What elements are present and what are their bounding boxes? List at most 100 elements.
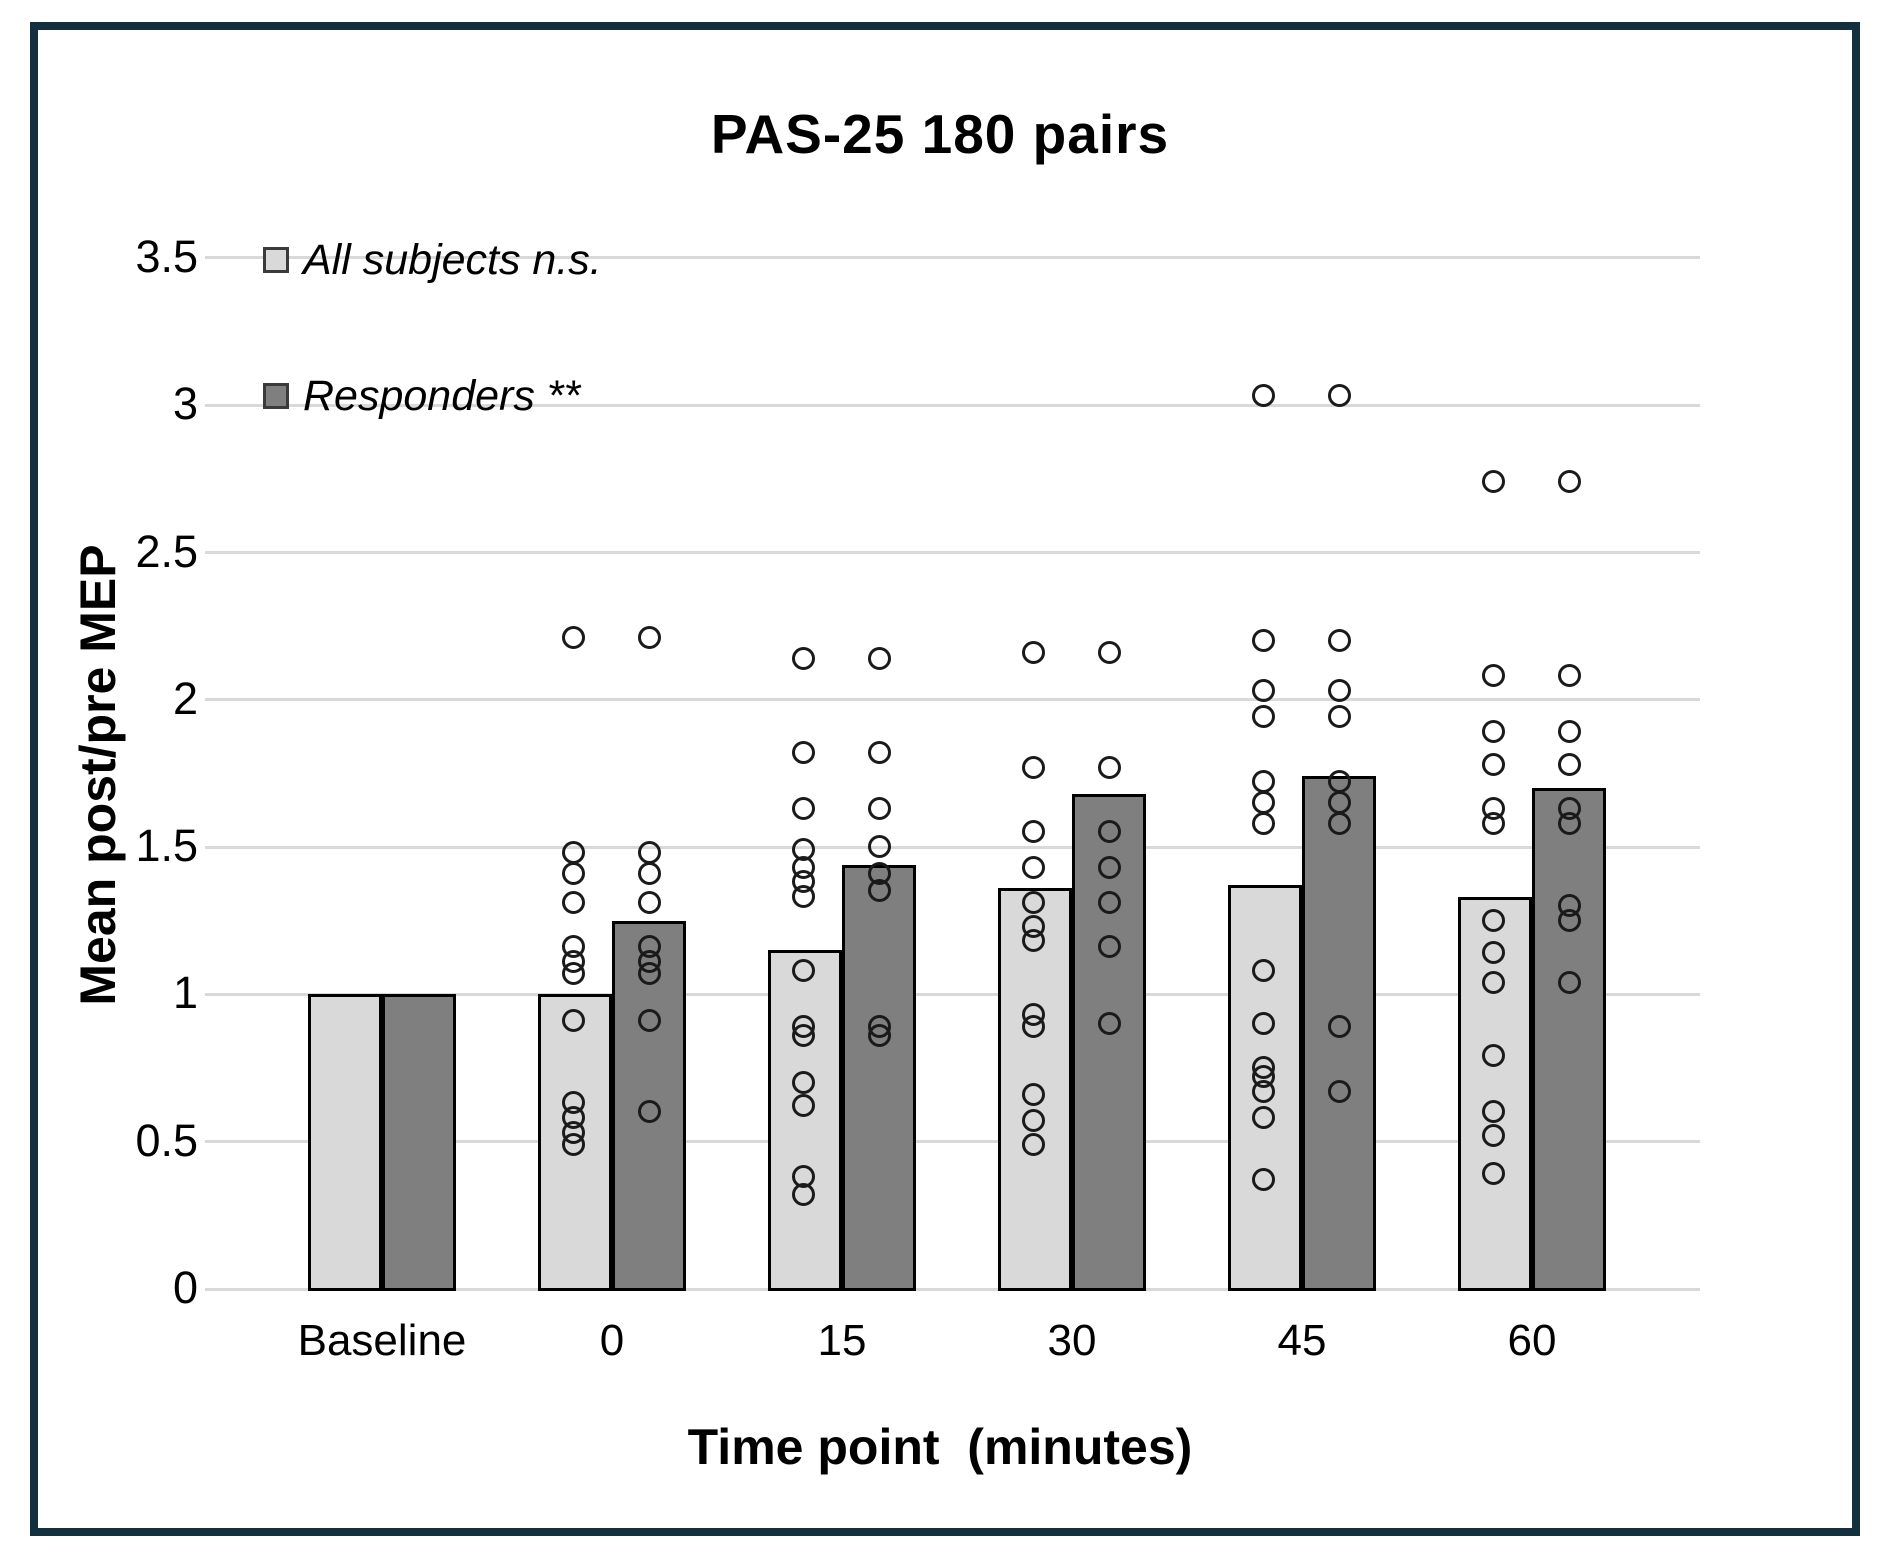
data-point bbox=[868, 796, 891, 820]
data-point bbox=[868, 835, 891, 859]
data-point bbox=[792, 885, 815, 909]
data-point bbox=[792, 646, 815, 670]
data-point bbox=[1098, 855, 1121, 879]
data-point bbox=[1328, 384, 1351, 408]
data-point bbox=[1558, 469, 1581, 493]
legend-swatch-responders bbox=[263, 383, 289, 409]
y-tick-label: 1.5 bbox=[135, 820, 198, 872]
data-point bbox=[1252, 384, 1275, 408]
y-gridline bbox=[205, 256, 1700, 260]
y-gridline bbox=[205, 1287, 1700, 1291]
data-point bbox=[1482, 1123, 1505, 1147]
data-point bbox=[792, 740, 815, 764]
data-point bbox=[1022, 820, 1045, 844]
data-point bbox=[1482, 1100, 1505, 1124]
data-point bbox=[1098, 935, 1121, 959]
data-point bbox=[1328, 1079, 1351, 1103]
y-tick-label: 0 bbox=[172, 1262, 198, 1313]
data-point bbox=[868, 1023, 891, 1047]
bar-responders-Baseline bbox=[382, 994, 456, 1291]
data-point bbox=[1098, 820, 1121, 844]
data-point bbox=[1252, 1011, 1275, 1035]
data-point bbox=[1098, 1011, 1121, 1035]
bar-responders-15 bbox=[842, 864, 916, 1291]
data-point bbox=[1482, 1044, 1505, 1068]
data-point bbox=[1328, 628, 1351, 652]
x-tick-label: 30 bbox=[1047, 1316, 1097, 1365]
data-point bbox=[1328, 790, 1351, 814]
y-tick-label: 3.5 bbox=[135, 230, 198, 282]
data-point bbox=[1022, 929, 1045, 953]
data-point bbox=[562, 840, 585, 864]
bar-all-subjects-Baseline bbox=[308, 994, 382, 1291]
y-gridline bbox=[205, 551, 1700, 554]
bar-all-subjects-15 bbox=[768, 950, 842, 1291]
y-tick-label: 2 bbox=[172, 672, 198, 724]
data-point bbox=[868, 740, 891, 764]
data-point bbox=[562, 861, 585, 885]
data-point bbox=[638, 625, 661, 649]
data-point bbox=[1022, 1132, 1045, 1156]
data-point bbox=[1252, 958, 1275, 982]
data-point bbox=[638, 1100, 661, 1124]
data-point bbox=[1482, 941, 1505, 965]
data-point bbox=[1022, 1014, 1045, 1038]
data-point bbox=[792, 1023, 815, 1047]
data-point bbox=[1558, 752, 1581, 776]
data-point bbox=[1482, 908, 1505, 932]
data-point bbox=[638, 891, 661, 915]
data-point bbox=[562, 891, 585, 915]
x-tick-label: Baseline bbox=[297, 1316, 467, 1365]
legend: All subjects n.s. Responders ** bbox=[263, 234, 602, 506]
data-point bbox=[868, 879, 891, 903]
data-point bbox=[1558, 811, 1581, 835]
y-tick-label: 3 bbox=[172, 378, 198, 430]
data-point bbox=[562, 1132, 585, 1156]
y-gridline bbox=[205, 1140, 1700, 1144]
data-point bbox=[1252, 1167, 1275, 1191]
data-point bbox=[1482, 720, 1505, 744]
data-point bbox=[562, 1008, 585, 1032]
data-point bbox=[1328, 1014, 1351, 1038]
y-gridline bbox=[205, 698, 1700, 702]
data-point bbox=[1558, 664, 1581, 688]
data-point bbox=[792, 958, 815, 982]
x-tick-label: 0 bbox=[599, 1316, 625, 1365]
y-tick-label: 1 bbox=[172, 967, 198, 1019]
data-point bbox=[792, 1070, 815, 1094]
data-point bbox=[1252, 770, 1275, 794]
data-point bbox=[1482, 752, 1505, 776]
data-point bbox=[1328, 705, 1351, 729]
data-point bbox=[1482, 1162, 1505, 1186]
data-point bbox=[1558, 908, 1581, 932]
data-point bbox=[1098, 640, 1121, 664]
data-point bbox=[868, 646, 891, 670]
y-gridline bbox=[205, 992, 1700, 996]
data-point bbox=[1252, 628, 1275, 652]
x-tick-label: 15 bbox=[817, 1316, 867, 1365]
data-point bbox=[562, 961, 585, 985]
data-point bbox=[1252, 705, 1275, 729]
chart-title: PAS-25 180 pairs bbox=[710, 103, 1170, 165]
data-point bbox=[1328, 678, 1351, 702]
data-point bbox=[1022, 1109, 1045, 1133]
y-tick-label: 2.5 bbox=[135, 525, 198, 577]
y-gridline bbox=[205, 403, 1700, 407]
y-tick-label: 0.5 bbox=[135, 1114, 198, 1166]
legend-label-all-subjects: All subjects n.s. bbox=[303, 235, 602, 284]
data-point bbox=[1022, 755, 1045, 779]
data-point bbox=[1022, 855, 1045, 879]
y-gridline bbox=[205, 845, 1700, 849]
x-axis-title: Time point (minutes) bbox=[687, 1419, 1193, 1475]
bar-all-subjects-0 bbox=[538, 994, 612, 1291]
x-tick-label: 45 bbox=[1277, 1316, 1327, 1365]
data-point bbox=[1252, 811, 1275, 835]
data-point bbox=[638, 861, 661, 885]
data-point bbox=[1482, 811, 1505, 835]
data-point bbox=[1252, 1079, 1275, 1103]
legend-item-responders: Responders ** bbox=[263, 370, 602, 422]
data-point bbox=[562, 625, 585, 649]
data-point bbox=[792, 1182, 815, 1206]
data-point bbox=[1098, 891, 1121, 915]
